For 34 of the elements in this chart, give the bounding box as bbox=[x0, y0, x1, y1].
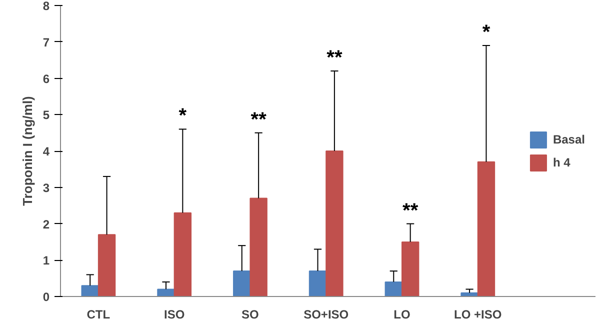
bar bbox=[98, 234, 116, 296]
bar bbox=[308, 270, 327, 296]
y-tick-label: 3 bbox=[42, 180, 50, 195]
bar bbox=[326, 150, 344, 296]
x-tick-label: ISO bbox=[164, 308, 185, 322]
annotation: ** bbox=[402, 200, 418, 222]
bar bbox=[174, 212, 192, 296]
y-tick-label: 7 bbox=[42, 35, 50, 50]
bar bbox=[157, 288, 175, 296]
bar bbox=[250, 198, 268, 296]
y-tick-label: 4 bbox=[42, 144, 50, 158]
y-axis-title: Troponin I (ng/ml) bbox=[20, 96, 35, 206]
x-tick-label: SO bbox=[242, 308, 259, 322]
annotation: ** bbox=[250, 108, 267, 131]
annotation: ** bbox=[326, 46, 342, 69]
x-tick-label: SO+ISO bbox=[304, 308, 349, 322]
y-tick-label: 5 bbox=[42, 108, 50, 122]
bar bbox=[233, 270, 251, 296]
annotation: * bbox=[482, 22, 490, 44]
x-tick-label: LO +ISO bbox=[454, 308, 502, 322]
y-tick-label: 0 bbox=[42, 290, 50, 304]
bar bbox=[401, 241, 420, 296]
bar bbox=[81, 285, 99, 296]
bar bbox=[384, 281, 402, 296]
legend-label: Basal bbox=[552, 132, 585, 146]
x-tick-label: CTL bbox=[86, 308, 110, 322]
y-tick-label: 8 bbox=[42, 0, 50, 13]
annotation: * bbox=[178, 105, 187, 128]
y-tick-label: 1 bbox=[42, 254, 50, 268]
y-tick-label: 2 bbox=[42, 217, 50, 232]
legend-label: h 4 bbox=[552, 155, 572, 169]
bar bbox=[477, 161, 496, 296]
x-tick-label: LO bbox=[394, 308, 410, 322]
y-tick-label: 6 bbox=[42, 72, 50, 86]
